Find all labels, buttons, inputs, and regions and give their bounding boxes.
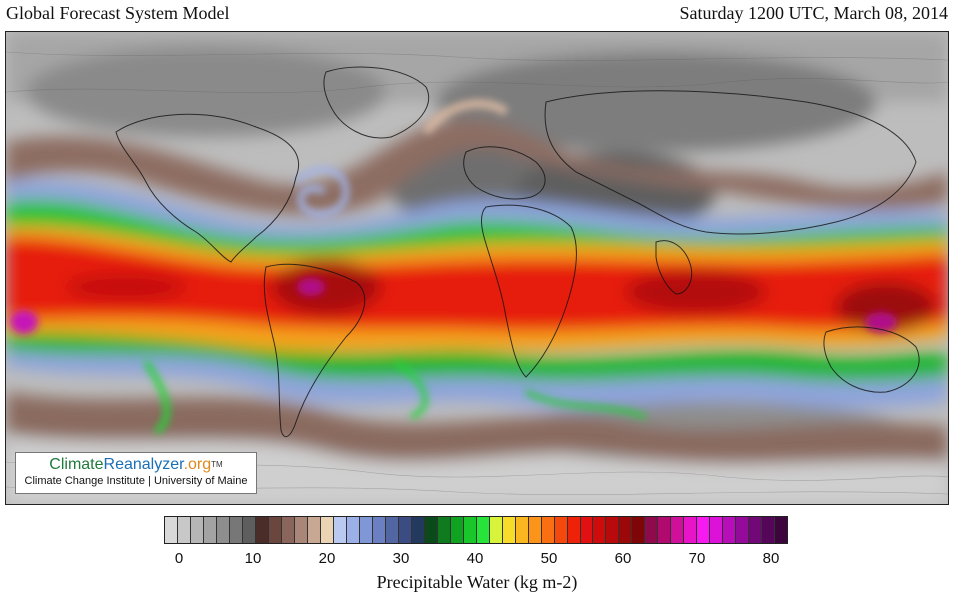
legend-swatch bbox=[333, 517, 347, 543]
legend-tick-label: 20 bbox=[318, 550, 336, 567]
climate-reanalyzer-logo[interactable]: ClimateReanalyzer.orgTM bbox=[16, 456, 256, 474]
legend-swatch bbox=[281, 517, 295, 543]
legend-swatch bbox=[165, 517, 178, 543]
credit-organization: Climate Change Institute | University of… bbox=[24, 475, 248, 487]
legend-swatch bbox=[528, 517, 542, 543]
legend-swatch bbox=[567, 517, 581, 543]
legend-swatch bbox=[177, 517, 191, 543]
legend-swatch bbox=[515, 517, 529, 543]
legend-swatch bbox=[554, 517, 568, 543]
legend-swatch bbox=[502, 517, 516, 543]
legend-tick-label: 80 bbox=[762, 550, 780, 567]
legend-swatch bbox=[346, 517, 360, 543]
legend-swatch bbox=[437, 517, 451, 543]
valid-time: Saturday 1200 UTC, March 08, 2014 bbox=[679, 3, 948, 23]
legend-swatch bbox=[385, 517, 399, 543]
legend-tick-label: 70 bbox=[688, 550, 706, 567]
legend-swatch bbox=[463, 517, 477, 543]
world-map-graphic bbox=[6, 32, 948, 504]
legend-swatch bbox=[723, 517, 737, 543]
legend-tick-labels: 0 10 20 30 40 50 60 70 80 bbox=[0, 550, 954, 570]
legend-swatch bbox=[489, 517, 503, 543]
legend-swatch bbox=[424, 517, 438, 543]
legend-swatch bbox=[710, 517, 724, 543]
legend-swatch bbox=[307, 517, 321, 543]
logo-part-climate: Climate bbox=[49, 456, 104, 473]
trademark-symbol: TM bbox=[211, 460, 223, 469]
legend-swatch bbox=[671, 517, 685, 543]
legend-swatch bbox=[762, 517, 776, 543]
model-title: Global Forecast System Model bbox=[6, 3, 230, 23]
legend-swatch bbox=[645, 517, 659, 543]
legend-swatch bbox=[541, 517, 555, 543]
legend-swatch bbox=[684, 517, 698, 543]
logo-part-reanalyzer: Reanalyzer bbox=[103, 456, 184, 473]
legend-swatch bbox=[658, 517, 672, 543]
legend-swatch bbox=[216, 517, 230, 543]
legend-swatch bbox=[359, 517, 373, 543]
legend-swatch bbox=[294, 517, 308, 543]
legend-colorbar bbox=[164, 516, 788, 544]
legend-swatch bbox=[450, 517, 464, 543]
legend-swatch bbox=[580, 517, 594, 543]
legend-swatch bbox=[268, 517, 282, 543]
legend-swatch bbox=[775, 517, 788, 543]
legend-swatch bbox=[398, 517, 412, 543]
credit-box: ClimateReanalyzer.orgTM Climate Change I… bbox=[15, 452, 257, 494]
legend-tick-label: 0 bbox=[174, 550, 184, 567]
legend-swatch bbox=[372, 517, 386, 543]
legend-swatch bbox=[632, 517, 646, 543]
logo-part-org: .org bbox=[183, 456, 212, 473]
legend-tick-label: 50 bbox=[540, 550, 558, 567]
legend-tick-label: 40 bbox=[466, 550, 484, 567]
legend-swatch bbox=[606, 517, 620, 543]
legend-tick-label: 30 bbox=[392, 550, 410, 567]
legend-tick-label: 60 bbox=[614, 550, 632, 567]
legend-tick-label: 10 bbox=[244, 550, 262, 567]
legend-swatch bbox=[697, 517, 711, 543]
legend-swatch bbox=[242, 517, 256, 543]
legend-swatch bbox=[190, 517, 204, 543]
legend-swatch bbox=[320, 517, 334, 543]
legend-swatch bbox=[476, 517, 490, 543]
legend-swatch bbox=[749, 517, 763, 543]
precipitable-water-map: ClimateReanalyzer.orgTM Climate Change I… bbox=[5, 31, 949, 505]
legend-swatch bbox=[411, 517, 425, 543]
legend-swatch bbox=[593, 517, 607, 543]
legend-swatch bbox=[229, 517, 243, 543]
legend-swatch bbox=[619, 517, 633, 543]
legend-swatch bbox=[255, 517, 269, 543]
legend-title: Precipitable Water (kg m-2) bbox=[376, 572, 578, 592]
legend-swatch bbox=[736, 517, 750, 543]
legend-swatch bbox=[203, 517, 217, 543]
